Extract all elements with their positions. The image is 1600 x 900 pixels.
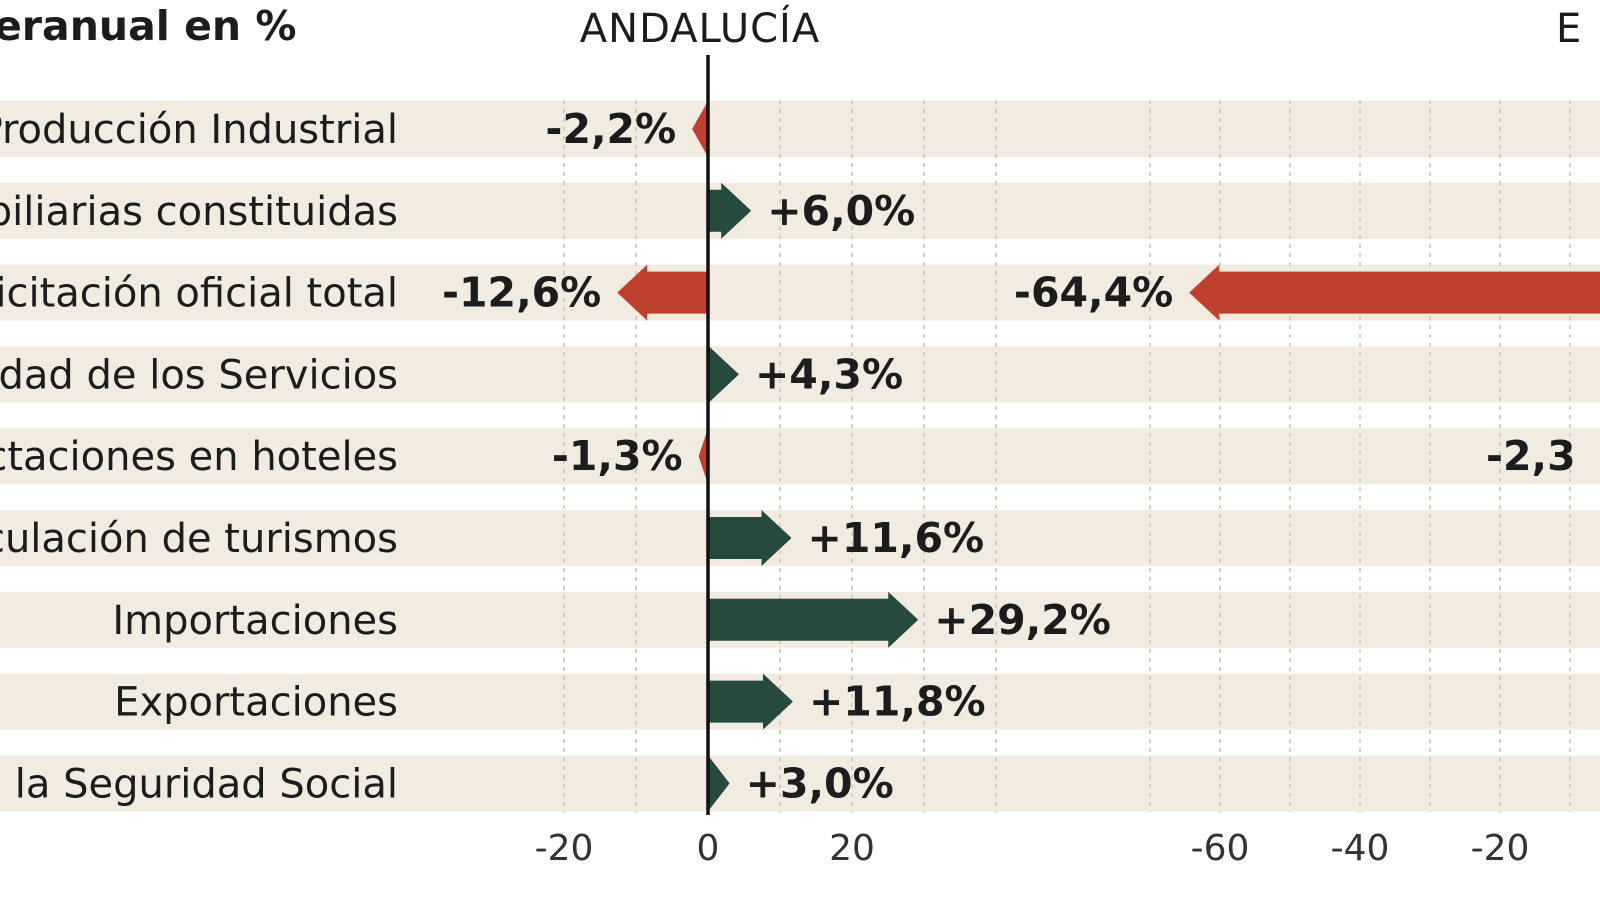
row-stripe	[0, 428, 1600, 485]
value-label-andalucia: +6,0%	[767, 187, 915, 235]
bar-andalucia	[708, 182, 752, 239]
category-label: vidad de los Servicios	[0, 352, 398, 398]
category-label: octaciones en hoteles	[0, 434, 398, 480]
bars-espana: -64,4% -2,3	[1014, 264, 1600, 480]
bar-andalucia	[708, 346, 739, 403]
value-label-espana: -64,4%	[1014, 269, 1173, 317]
value-label-andalucia: +11,8%	[809, 678, 986, 726]
bar-andalucia	[698, 428, 708, 485]
category-label: Importaciones	[112, 598, 398, 644]
panel-title-andalucia: ANDALUCÍA	[580, 4, 820, 52]
value-label-andalucia: +3,0%	[746, 759, 894, 807]
panel-title-espana: E	[1556, 6, 1582, 52]
chart-title: eranual en %	[0, 2, 296, 50]
value-label-andalucia: +11,6%	[808, 514, 985, 562]
bar-andalucia	[708, 755, 730, 812]
value-label-andalucia: -1,3%	[552, 432, 683, 480]
row-stripe	[0, 101, 1600, 157]
x-tick-label-espana: -20	[1471, 828, 1530, 869]
row-stripes	[0, 101, 1600, 812]
row-stripe	[0, 182, 1600, 239]
x-tick-label-espana: -40	[1331, 828, 1390, 869]
bar-andalucia	[692, 101, 708, 157]
bar-andalucia	[708, 673, 793, 730]
bars-andalucia: -2,2% +6,0% -12,6% +4,3% -1,3% +11,6% +29,2% +1…	[442, 101, 1111, 812]
gridlines	[563, 100, 1571, 812]
value-label-andalucia: +29,2%	[934, 596, 1111, 644]
value-label-andalucia: +4,3%	[755, 350, 903, 398]
x-tick-label-andalucia: -20	[535, 828, 594, 869]
x-tick-label-espana: -60	[1191, 828, 1250, 869]
value-label-andalucia: -12,6%	[442, 269, 601, 317]
value-label-espana: -2,3	[1486, 432, 1576, 480]
value-label-andalucia: -2,2%	[545, 105, 676, 153]
bar-andalucia	[708, 510, 792, 566]
row-stripe	[0, 510, 1600, 566]
category-labels: Producción Industrial biliarias constitui…	[0, 107, 398, 807]
row-stripe	[0, 346, 1600, 403]
category-label: a la Seguridad Social	[0, 761, 398, 807]
category-label: culación de turismos	[0, 516, 398, 562]
category-label: Licitación oficial total	[0, 271, 398, 317]
bar-andalucia	[708, 591, 919, 648]
bar-andalucia	[617, 264, 708, 321]
row-stripe	[0, 673, 1600, 730]
bar-espana	[1189, 264, 1600, 321]
category-label: Exportaciones	[114, 680, 398, 726]
row-stripe	[0, 755, 1600, 812]
x-tick-label-andalucia: 0	[697, 828, 720, 869]
category-label: Producción Industrial	[0, 107, 398, 153]
x-tick-labels: -20 0 20 -60 -40 -20	[535, 828, 1530, 869]
x-tick-label-andalucia: 20	[829, 828, 875, 869]
category-label: biliarias constituidas	[0, 189, 398, 235]
